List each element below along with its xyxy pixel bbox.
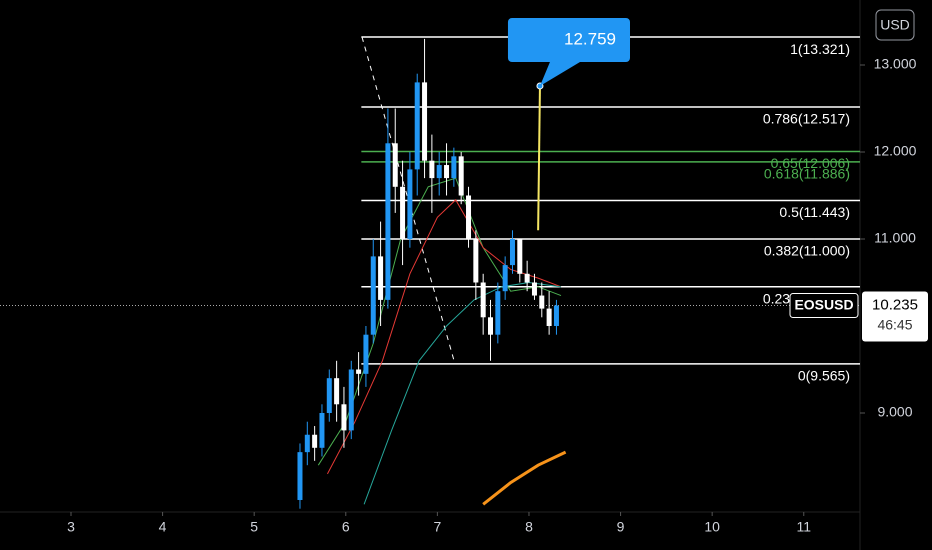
y-tick-label: 13.000 (874, 56, 917, 72)
candle-body (553, 305, 559, 326)
fib-level-label: 0.786(12.517) (763, 111, 850, 127)
callout-bubble (507, 18, 630, 86)
candle-body (436, 165, 442, 179)
candle-body (480, 282, 486, 318)
currency-label: USD (880, 17, 910, 33)
candle-body (495, 291, 501, 335)
moving-average-line (482, 450, 567, 506)
candle-body (407, 169, 413, 239)
candle-body (334, 378, 340, 405)
candle-body (312, 434, 318, 448)
symbol-tag (789, 293, 859, 319)
fib-level-label: 0.5(11.443) (779, 204, 850, 220)
candle-body (297, 452, 303, 500)
candle-body (531, 282, 537, 296)
candle-body (539, 295, 545, 309)
candle-body (546, 308, 552, 326)
candle-body (509, 238, 515, 266)
fib-level-label: 1(13.321) (790, 41, 850, 57)
candle-body (392, 143, 398, 187)
candle-body (487, 317, 493, 335)
candle-body (451, 156, 457, 179)
candle-body (422, 82, 428, 161)
x-tick-label: 9 (617, 519, 625, 535)
x-tick-label: 5 (250, 519, 258, 535)
candle-body (363, 334, 369, 374)
fib-level-label: 0.618(11.886) (764, 166, 850, 182)
candle-body (414, 82, 420, 170)
candle-body (378, 256, 384, 300)
candle-body (502, 265, 508, 292)
candle-body (326, 378, 332, 413)
candle-body (524, 273, 530, 283)
fib-level-label: 0.382(11.000) (764, 243, 850, 259)
callout-line (537, 85, 541, 231)
x-tick-label: 7 (433, 519, 441, 535)
symbol-label: EOSUSD (794, 296, 853, 312)
price-tag-label: 10.235 (872, 297, 918, 314)
candle-body (319, 412, 325, 448)
countdown-label: 46:45 (877, 316, 912, 332)
y-tick-label: 12.000 (874, 143, 917, 159)
candle-body (400, 186, 406, 239)
candle-body (370, 256, 376, 335)
candle-body (348, 369, 354, 431)
candle-body (444, 165, 450, 179)
fib-level-label: 0.65(12.006) (771, 155, 850, 171)
callout-label: 12.759 (564, 29, 616, 48)
candle-body (429, 160, 435, 179)
x-tick-label: 4 (159, 519, 167, 535)
x-tick-label: 3 (67, 519, 75, 535)
y-tick-label: 11.000 (874, 230, 916, 246)
plot-area: 1(13.321) 0.786(12.517) 0.65(12.006)0.618(… (0, 18, 860, 509)
fib-level-label: 0(9.565) (798, 368, 850, 384)
moving-average-line (317, 177, 562, 466)
candle-body (473, 238, 479, 283)
moving-average-line (327, 199, 562, 475)
currency-button[interactable] (875, 9, 915, 41)
candle-body (517, 238, 523, 274)
x-tick-label: 8 (525, 519, 533, 535)
candle-body (458, 156, 464, 196)
candle-body (356, 369, 362, 374)
fib-trend-line (361, 36, 456, 365)
candle-body (385, 143, 391, 300)
x-tick-label: 6 (342, 519, 350, 535)
candle-body (341, 404, 347, 431)
candle-body (304, 434, 310, 453)
x-tick-label: 10 (704, 519, 720, 535)
moving-average-line (363, 281, 562, 505)
y-tick-label: 9.000 (877, 404, 912, 420)
x-tick-label: 11 (796, 519, 811, 535)
candle-body (466, 195, 472, 239)
price-tag (862, 291, 928, 342)
